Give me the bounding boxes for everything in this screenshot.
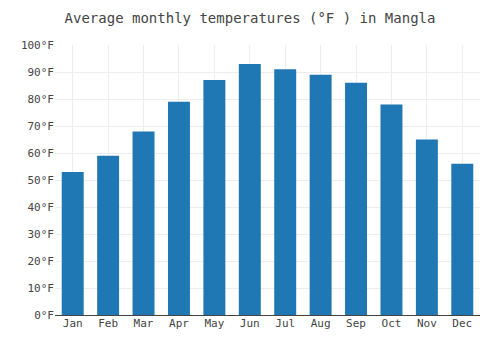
svg-text:40°F: 40°F [28,201,55,214]
svg-text:60°F: 60°F [28,147,55,160]
svg-text:Mar: Mar [134,317,154,330]
svg-text:Jun: Jun [240,317,260,330]
svg-text:90°F: 90°F [28,66,55,79]
svg-text:0°F: 0°F [34,309,54,322]
svg-text:80°F: 80°F [28,93,55,106]
svg-text:Oct: Oct [382,317,402,330]
svg-text:Jan: Jan [63,317,83,330]
svg-text:Sep: Sep [346,317,366,330]
svg-text:10°F: 10°F [28,282,55,295]
svg-text:20°F: 20°F [28,255,55,268]
svg-text:100°F: 100°F [21,39,54,52]
svg-text:50°F: 50°F [28,174,55,187]
svg-text:Nov: Nov [417,317,437,330]
svg-text:Feb: Feb [98,317,118,330]
svg-text:Average monthly temperatures (: Average monthly temperatures (°F ) in Ma… [65,10,436,26]
svg-text:30°F: 30°F [28,228,55,241]
svg-text:Aug: Aug [311,317,331,330]
svg-text:Jul: Jul [275,317,295,330]
svg-text:70°F: 70°F [28,120,55,133]
svg-text:Apr: Apr [169,317,189,330]
svg-text:Dec: Dec [452,317,472,330]
svg-text:May: May [204,317,224,330]
